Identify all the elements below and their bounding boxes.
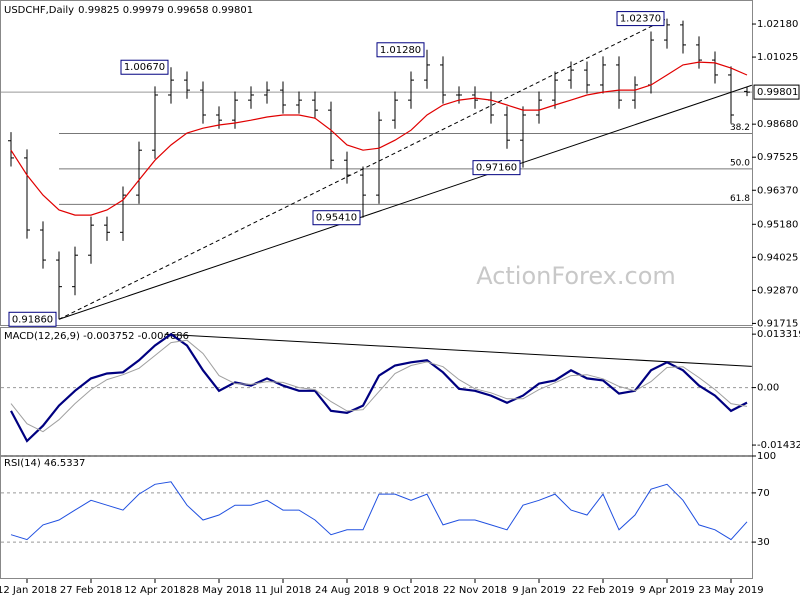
x-tick-label: 9 Jan 2019 (512, 585, 566, 596)
x-tick-label: 27 Feb 2018 (60, 585, 122, 596)
x-tick-label: 12 Jan 2018 (0, 585, 57, 596)
annotation-box (120, 59, 169, 75)
last-price-label: 0.99801 (757, 87, 798, 98)
annotation-label: 1.00670 (124, 62, 165, 73)
annotation-box (312, 210, 361, 226)
y-tick-label: 0.013319 (757, 329, 800, 340)
fib-label: 38.2 (730, 123, 750, 133)
watermark: ActionForex.com (476, 262, 676, 290)
fib-label: 50.0 (730, 158, 750, 168)
x-tick-label: 22 Feb 2019 (572, 585, 634, 596)
annotation-box (8, 311, 57, 327)
indicator-line (10, 332, 748, 443)
trendline (58, 18, 668, 320)
x-tick-label: 9 Apr 2019 (639, 585, 694, 596)
moving-average (10, 61, 748, 216)
trendline (164, 333, 752, 367)
y-tick-label: 70 (757, 488, 770, 499)
fib-label: 61.8 (730, 194, 750, 204)
y-tick-label: 0.92870 (757, 285, 798, 296)
x-tick-label: 23 May 2019 (698, 585, 763, 596)
y-tick-label: 100 (757, 451, 776, 462)
y-tick-label: 1.02180 (757, 19, 798, 30)
macd-panel (0, 327, 753, 456)
y-tick-label: 0.94025 (757, 252, 798, 263)
y-tick-label: 0.91715 (757, 318, 798, 329)
price-panel (0, 0, 753, 326)
indicator-line (10, 481, 748, 541)
y-tick-label: 30 (757, 537, 770, 548)
annotation-box (616, 11, 665, 27)
rsi-panel (0, 456, 753, 579)
last-price-box (753, 84, 800, 100)
annotation-label: 0.95410 (316, 213, 357, 224)
panel-title: RSI(14) 46.5337 (4, 458, 85, 469)
y-tick-label: 0.97525 (757, 152, 798, 163)
quote: 0.99825 0.99979 0.99658 0.99801 (78, 5, 253, 16)
y-tick-label: 0.00 (757, 383, 779, 394)
annotation-box (472, 160, 521, 176)
x-tick-label: 12 Apr 2018 (124, 585, 186, 596)
annotation-box (376, 42, 425, 58)
panel-title: MACD(12,26,9) -0.003752 -0.004686 (4, 331, 189, 342)
annotation-label: 0.97160 (476, 163, 517, 174)
x-tick-label: 11 Jul 2018 (255, 585, 312, 596)
indicator-line (10, 339, 748, 433)
annotation-label: 0.91860 (12, 314, 53, 325)
y-tick-label: 0.98680 (757, 119, 798, 130)
panel-title: USDCHF,Daily (4, 5, 74, 16)
y-tick-label: 0.96370 (757, 185, 798, 196)
x-tick-label: 28 May 2018 (186, 585, 251, 596)
y-tick-label: 1.01025 (757, 52, 798, 63)
trendline (58, 84, 752, 320)
x-tick-label: 9 Oct 2018 (383, 585, 438, 596)
y-tick-label: 0.95180 (757, 219, 798, 230)
x-tick-label: 22 Nov 2018 (443, 585, 507, 596)
annotation-label: 1.01280 (380, 45, 421, 56)
x-tick-label: 24 Aug 2018 (315, 585, 379, 596)
annotation-label: 1.02370 (620, 14, 661, 25)
y-tick-label: -0.014323 (757, 440, 800, 451)
